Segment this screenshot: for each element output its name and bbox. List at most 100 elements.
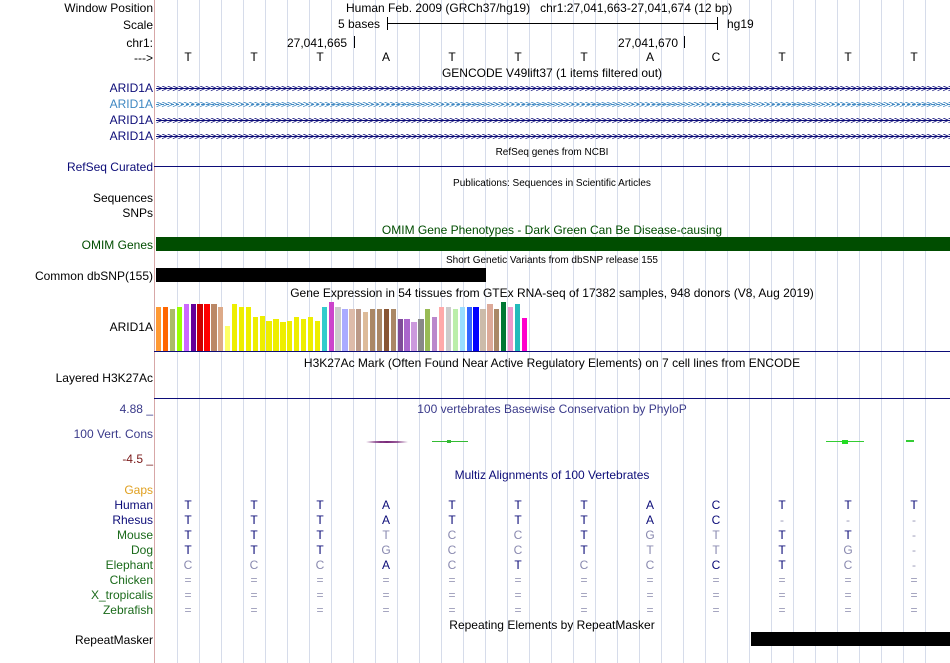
gtex-tissue-bar[interactable] [438,307,445,351]
gtex-tissue-bar[interactable] [376,309,383,351]
multiz-species-label[interactable]: Dog [130,543,153,557]
gtex-tissue-bar[interactable] [369,309,376,351]
multiz-species-label[interactable]: Zebrafish [102,603,153,617]
gencode-transcript-label[interactable]: ARID1A [109,97,153,111]
omim-gene-bar[interactable] [156,237,950,251]
publications-track-title[interactable]: Publications: Sequences in Scientific Ar… [453,178,651,189]
gtex-tissue-bar[interactable] [287,321,293,351]
gtex-tissue-bar[interactable] [473,307,479,351]
gtex-tissue-bar[interactable] [390,309,396,351]
gtex-tissue-bar[interactable] [363,312,369,351]
publications-sequences-label[interactable]: Sequences [92,191,153,205]
gtex-tissue-bar[interactable] [156,307,162,351]
multiz-species-label[interactable]: X_tropicalis [90,588,153,602]
gtex-tissue-bar[interactable] [418,319,424,351]
repeatmasker-track-title[interactable]: Repeating Elements by RepeatMasker [449,618,655,632]
gtex-tissue-bar[interactable] [349,309,355,351]
gtex-tissue-bar[interactable] [487,304,493,351]
refseq-track-label[interactable]: RefSeq Curated [66,160,153,174]
gtex-tissue-bar[interactable] [280,322,286,351]
gtex-tissue-bar[interactable] [225,326,231,351]
gtex-tissue-bar[interactable] [480,309,486,351]
gtex-tissue-bar[interactable] [383,309,390,351]
refseq-track-title[interactable]: RefSeq genes from NCBI [495,147,609,158]
multiz-base: = [250,588,258,602]
gtex-tissue-bar[interactable] [321,307,327,351]
gtex-tissue-bar[interactable] [231,304,238,351]
h3k27ac-track-label[interactable]: Layered H3K27Ac [55,371,153,385]
gtex-tissue-bar[interactable] [432,317,438,351]
gtex-tissue-bar[interactable] [259,316,265,351]
repeatmasker-track-label[interactable]: RepeatMasker [74,633,153,647]
gencode-transcript-line[interactable]: >>>>>>>>>>>>>>>>>>>>>>>>>>>>>>>>>>>>>>>>… [156,86,950,92]
gtex-tissue-bar[interactable] [252,317,258,351]
dbsnp-variant-bar[interactable] [156,268,486,282]
gtex-tissue-bar[interactable] [411,322,417,351]
gtex-tissue-bar[interactable] [459,307,465,351]
gtex-tissue-bar[interactable] [342,309,348,351]
gtex-tissue-bar[interactable] [445,307,452,351]
gtex-tissue-bar[interactable] [218,307,224,351]
gtex-tissue-bar[interactable] [238,307,245,351]
gtex-tissue-bar[interactable] [425,309,431,351]
gtex-tissue-bar[interactable] [197,304,203,351]
gtex-tissue-bar[interactable] [211,304,217,351]
reference-base: T [844,50,852,64]
publications-snps-label[interactable]: SNPs [122,206,153,220]
gtex-tissue-bar[interactable] [494,309,500,351]
gtex-tissue-bar[interactable] [162,307,169,351]
gtex-tissue-bar[interactable] [266,321,272,351]
dbsnp-track-title[interactable]: Short Genetic Variants from dbSNP releas… [446,255,658,266]
multiz-base: T [844,528,852,542]
multiz-base: = [184,588,192,602]
gtex-tissue-bar[interactable] [397,319,403,351]
gtex-tissue-bar[interactable] [273,319,279,351]
gtex-tissue-bar[interactable] [514,304,521,351]
gtex-tissue-bar[interactable] [335,307,341,351]
multiz-species-label[interactable]: Human [114,498,153,512]
gtex-gene-label[interactable]: ARID1A [109,320,153,334]
gtex-tissue-bar[interactable] [300,319,307,351]
gtex-tissue-bar[interactable] [183,304,189,351]
gtex-tissue-bar[interactable] [452,309,459,351]
gtex-tissue-bar[interactable] [294,317,300,351]
multiz-base: T [316,513,324,527]
gtex-tissue-bar[interactable] [314,321,321,351]
repeatmasker-element-bar[interactable] [751,632,950,646]
gtex-tissue-bar[interactable] [204,304,210,351]
gtex-tissue-bar[interactable] [507,307,514,351]
omim-track-label[interactable]: OMIM Genes [81,238,153,252]
gtex-track-title[interactable]: Gene Expression in 54 tissues from GTEx … [290,286,814,300]
dbsnp-track-label[interactable]: Common dbSNP(155) [34,269,153,283]
gtex-tissue-bar[interactable] [307,317,314,351]
multiz-species-label[interactable]: Mouse [116,528,153,542]
gtex-tissue-bar[interactable] [176,307,183,351]
gtex-tissue-bar[interactable] [466,307,472,351]
multiz-track-title[interactable]: Multiz Alignments of 100 Vertebrates [454,468,650,482]
phylop-track-title[interactable]: 100 vertebrates Basewise Conservation by… [417,402,687,416]
gencode-transcript-label[interactable]: ARID1A [109,81,153,95]
phylop-track-label[interactable]: 100 Vert. Cons [73,427,153,441]
gencode-transcript-label[interactable]: ARID1A [109,129,153,143]
gencode-transcript-line[interactable]: >>>>>>>>>>>>>>>>>>>>>>>>>>>>>>>>>>>>>>>>… [156,118,950,124]
multiz-species-label[interactable]: Elephant [105,558,153,572]
gencode-transcript-label[interactable]: ARID1A [109,113,153,127]
multiz-species-label[interactable]: Chicken [109,573,153,587]
gtex-tissue-bar[interactable] [501,302,507,351]
gtex-tissue-bar[interactable] [190,304,196,351]
h3k27ac-track-title[interactable]: H3K27Ac Mark (Often Found Near Active Re… [303,356,801,370]
gencode-track-title[interactable]: GENCODE V49lift37 (1 items filtered out) [441,66,663,80]
gencode-transcript-line[interactable]: >>>>>>>>>>>>>>>>>>>>>>>>>>>>>>>>>>>>>>>>… [156,134,950,140]
window-position-value[interactable]: Human Feb. 2009 (GRCh37/hg19) chr1:27,04… [346,1,733,15]
gtex-tissue-bar[interactable] [521,318,528,351]
omim-track-title[interactable]: OMIM Gene Phenotypes - Dark Green Can Be… [381,223,723,237]
multiz-base: T [712,528,720,542]
multiz-species-label[interactable]: Rhesus [112,513,153,527]
multiz-base: T [316,528,324,542]
gtex-tissue-bar[interactable] [245,307,252,351]
gtex-tissue-bar[interactable] [169,309,176,351]
gtex-tissue-bar[interactable] [328,302,334,351]
gtex-tissue-bar[interactable] [356,309,362,351]
gencode-transcript-line[interactable]: >>>>>>>>>>>>>>>>>>>>>>>>>>>>>>>>>>>>>>>>… [156,102,950,108]
gtex-tissue-bar[interactable] [404,319,410,351]
